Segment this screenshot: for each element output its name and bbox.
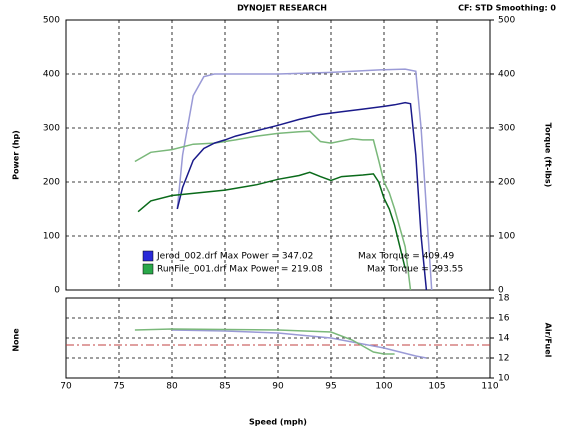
x-tick-label: 90 — [272, 382, 284, 392]
series-line — [171, 329, 427, 359]
y2-tick-label: 12 — [498, 354, 509, 364]
x-tick-label: 110 — [481, 382, 498, 392]
y2-tick-label: 10 — [498, 374, 510, 384]
legend-swatch — [142, 250, 154, 262]
y-tick-label: 500 — [43, 16, 60, 26]
x-tick-label: 85 — [219, 382, 230, 392]
y-tick-label: 100 — [43, 232, 60, 242]
y-tick-label: 300 — [43, 124, 60, 134]
x-label: Speed (mph) — [249, 418, 307, 427]
y2-tick-label: 16 — [498, 314, 510, 324]
header-title: DYNOJET RESEARCH — [237, 4, 327, 13]
series-line — [176, 68, 433, 291]
y2-tick-label: 400 — [498, 70, 515, 80]
x-tick-label: 70 — [60, 382, 72, 392]
series-line — [134, 328, 395, 355]
y-tick-label: 200 — [43, 178, 60, 188]
x-tick-label: 100 — [375, 382, 392, 392]
lower-y2-label: Air/Fuel — [544, 323, 553, 358]
y2-label: Torque (ft-lbs) — [544, 123, 553, 188]
y-tick-label: 400 — [43, 70, 60, 80]
y-tick-label: 0 — [54, 286, 60, 296]
legend-power: Jerod_002.drf Max Power = 347.02 — [156, 252, 313, 262]
legend-torque: Max Torque = 293.55 — [367, 265, 463, 275]
x-tick-label: 75 — [113, 382, 124, 392]
y2-tick-label: 200 — [498, 178, 515, 188]
x-tick-label: 105 — [428, 382, 445, 392]
series-line — [134, 130, 412, 291]
y2-tick-label: 500 — [498, 16, 515, 26]
legend-torque: Max Torque = 409.49 — [358, 252, 454, 262]
legend-swatch — [142, 263, 154, 275]
y2-tick-label: 18 — [498, 294, 510, 304]
y2-tick-label: 100 — [498, 232, 515, 242]
y2-tick-label: 300 — [498, 124, 515, 134]
lower-y-label: None — [12, 328, 21, 352]
series-line — [176, 101, 428, 291]
y2-tick-label: 14 — [498, 334, 510, 344]
x-tick-label: 80 — [166, 382, 178, 392]
x-tick-label: 95 — [325, 382, 336, 392]
header-settings: CF: STD Smoothing: 0 — [458, 4, 556, 13]
series-line — [137, 171, 406, 269]
y-label: Power (hp) — [12, 130, 21, 180]
y2-tick-label: 0 — [498, 286, 504, 296]
legend-power: RunFile_001.drf Max Power = 219.08 — [157, 265, 323, 275]
